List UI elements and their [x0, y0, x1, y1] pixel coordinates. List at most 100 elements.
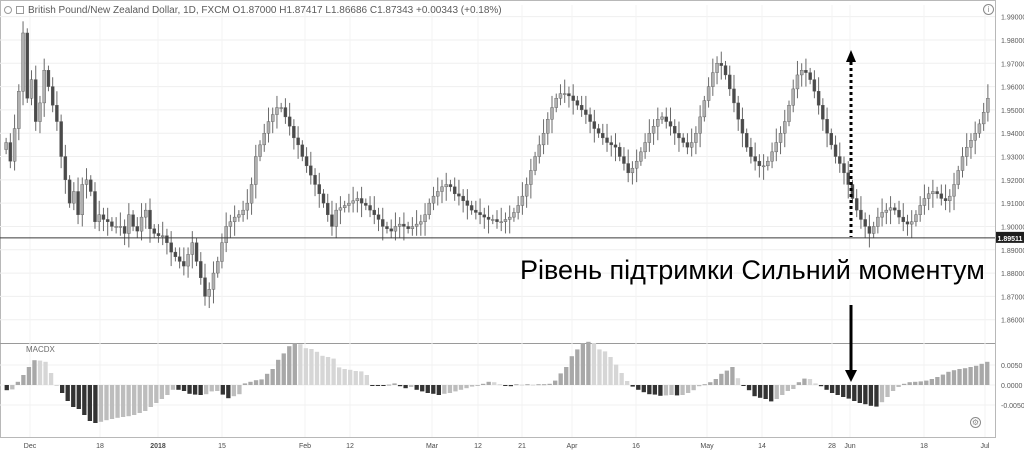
candle-body [596, 128, 601, 134]
candle-body [334, 209, 338, 227]
macd-bar [564, 367, 569, 385]
candle-body [550, 107, 554, 120]
candle-body [651, 126, 656, 134]
candle-body [38, 102, 42, 122]
macd-bar [237, 385, 242, 395]
candle-body [926, 193, 931, 199]
macd-bar [215, 385, 220, 391]
candle-body [105, 219, 110, 222]
candle-body [706, 86, 711, 101]
macd-tick-label: -0.0050 [1001, 403, 1024, 410]
macd-bar [824, 385, 829, 390]
macd-bar [575, 349, 580, 385]
candle-body [139, 216, 144, 232]
x-tick-label: Feb [299, 443, 311, 450]
macd-bar [10, 385, 15, 390]
macd-bar [176, 385, 181, 390]
candle-body [42, 70, 46, 104]
y-tick-label: 1.95000 [1001, 108, 1024, 115]
macd-bar [818, 385, 824, 387]
candle-body [918, 205, 922, 215]
candle-body [744, 133, 749, 148]
macd-bar [846, 385, 851, 399]
candle-body [330, 214, 334, 227]
candle-body [131, 214, 135, 227]
candle-body [271, 114, 275, 122]
candle-body [237, 214, 241, 218]
macd-bar [386, 384, 392, 386]
candle-body [588, 114, 592, 122]
settings-icon[interactable]: ⚙ [970, 417, 981, 428]
candle-body [76, 191, 80, 215]
macd-bar [497, 384, 502, 386]
candle-body [452, 186, 457, 195]
macd-bar [37, 360, 43, 385]
candle-body [719, 63, 723, 66]
x-tick-label: Jul [981, 443, 990, 450]
candle-body [728, 74, 732, 90]
eye-icon[interactable] [4, 6, 12, 14]
macd-bar [270, 369, 275, 385]
candle-body [474, 209, 478, 213]
candle-body [135, 226, 140, 232]
macd-bar [591, 343, 597, 385]
candle-body [46, 70, 51, 87]
candle-body [258, 144, 262, 157]
macd-bar [890, 385, 896, 391]
candle-body [482, 214, 487, 218]
x-tick-label: 28 [828, 443, 836, 450]
candle-body [266, 121, 271, 134]
candle-body [888, 207, 893, 211]
macd-bar [508, 385, 514, 387]
info-icon[interactable]: i [983, 4, 994, 15]
candle-body [372, 209, 376, 215]
candle-body [567, 93, 571, 97]
candle-body [338, 207, 343, 211]
candle-body [833, 144, 838, 157]
macd-bar [935, 377, 940, 385]
candle-body [304, 156, 309, 167]
macd-bar [458, 385, 464, 390]
candle-body [232, 216, 237, 222]
macd-bar [663, 385, 669, 396]
candle-body [486, 216, 491, 220]
candle-body [960, 156, 965, 171]
macd-tick-label: 0.0000 [1001, 383, 1023, 390]
candle-body [791, 88, 795, 106]
macd-bar [602, 351, 608, 385]
macd-bar [342, 369, 347, 385]
macd-bar [320, 355, 325, 385]
candle-body [804, 70, 808, 73]
current-price-label: 1.89511 [998, 236, 1023, 243]
candle-body [160, 235, 165, 237]
macd-bar [370, 385, 375, 386]
y-tick-label: 1.87000 [1001, 294, 1024, 301]
macd-bar [420, 385, 425, 392]
macd-bar [43, 361, 48, 385]
candle-body [224, 226, 228, 243]
macd-bar [314, 351, 320, 385]
candle-body [59, 121, 63, 157]
macd-bar [381, 385, 386, 386]
candle-body [795, 74, 800, 90]
candle-body [410, 226, 415, 229]
candle-body [842, 163, 846, 174]
candle-body [613, 144, 618, 148]
candle-body [228, 221, 233, 227]
candle-body [177, 256, 182, 262]
macd-bar [730, 367, 735, 385]
candle-body [359, 198, 364, 204]
macd-bar [336, 367, 342, 385]
candle-body [689, 142, 694, 148]
candle-body [867, 226, 872, 234]
macd-bar [691, 385, 696, 391]
candle-body [249, 184, 254, 204]
candle-body [186, 254, 190, 267]
candle-body [397, 223, 402, 227]
candle-body [342, 205, 347, 208]
candle-body [368, 205, 372, 211]
macd-bar [137, 385, 142, 413]
menu-icon[interactable] [16, 6, 24, 14]
candle-body [698, 116, 702, 134]
